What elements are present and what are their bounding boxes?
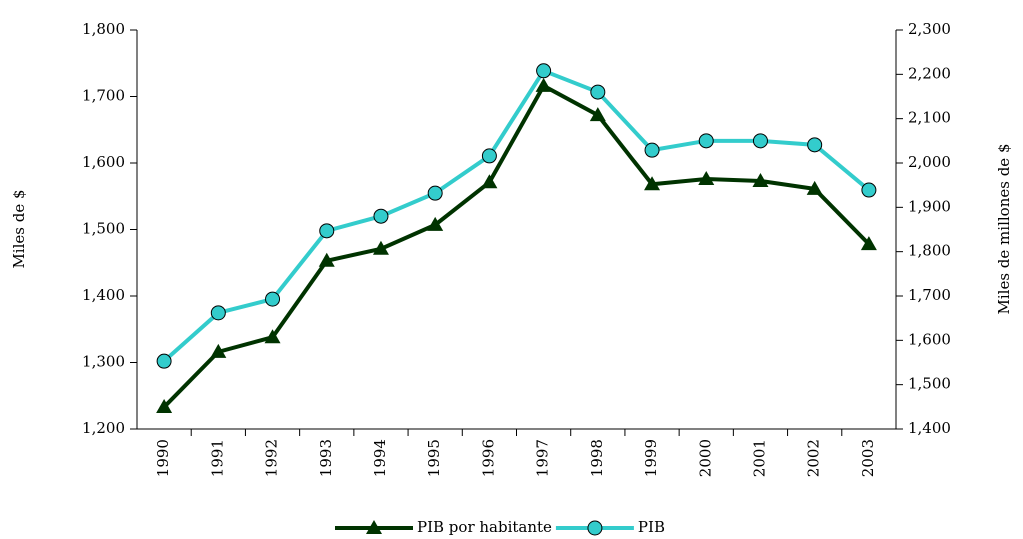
y-tick-label: 1,500 — [82, 220, 125, 238]
point — [373, 208, 389, 224]
x-tick-label: 2001 — [750, 439, 768, 477]
point — [535, 77, 552, 92]
y-axis-title: Miles de $ — [10, 189, 28, 268]
y-tick-label: 1,400 — [82, 286, 125, 304]
point — [644, 142, 660, 158]
point — [807, 137, 823, 153]
legend-label: PIB por habitante — [417, 518, 552, 536]
x-tick-label: 1995 — [425, 439, 443, 477]
point — [481, 148, 497, 164]
point — [806, 180, 823, 195]
point — [210, 343, 227, 358]
legend-marker — [587, 520, 603, 536]
series-line — [162, 68, 871, 363]
x-tick-label: 1998 — [588, 439, 606, 477]
x-tick-label: 1993 — [317, 439, 335, 477]
point — [698, 170, 715, 185]
x-tick-label: 1990 — [154, 439, 172, 477]
y2-axis-title: Miles de millones de $ — [995, 144, 1013, 315]
point — [156, 353, 172, 369]
series-line — [162, 83, 871, 409]
point — [427, 216, 444, 231]
y2-tick-label: 1,700 — [908, 286, 951, 304]
point — [590, 84, 606, 100]
y2-tick-label: 2,100 — [908, 109, 951, 127]
x-tick-label: 2002 — [805, 439, 823, 477]
x-tick-label: 1992 — [263, 439, 281, 477]
y2-tick-label: 1,400 — [908, 419, 951, 437]
legend-marker — [366, 520, 382, 534]
y2-tick-label: 2,200 — [908, 64, 951, 82]
x-tick-label: 1991 — [208, 439, 226, 477]
point — [860, 236, 877, 251]
point — [210, 305, 226, 321]
point — [752, 133, 768, 149]
point — [265, 291, 281, 307]
point — [589, 107, 606, 122]
y-tick-label: 1,200 — [82, 419, 125, 437]
point — [427, 185, 443, 201]
y-tick-label: 1,800 — [82, 20, 125, 38]
x-tick-label: 1999 — [642, 439, 660, 477]
point — [156, 399, 173, 414]
y-tick-label: 1,600 — [82, 153, 125, 171]
y2-tick-label: 1,900 — [908, 197, 951, 215]
point — [861, 182, 877, 198]
point — [698, 133, 714, 149]
point — [264, 329, 281, 344]
y2-tick-label: 1,600 — [908, 330, 951, 348]
x-tick-label: 1996 — [479, 439, 497, 477]
x-tick-label: 2000 — [696, 439, 714, 477]
point — [319, 223, 335, 239]
point — [481, 174, 498, 189]
y2-tick-label: 2,300 — [908, 20, 951, 38]
point — [536, 63, 552, 79]
x-tick-label: 1994 — [371, 439, 389, 477]
y2-tick-label: 1,800 — [908, 242, 951, 260]
y2-tick-label: 1,500 — [908, 375, 951, 393]
legend-label: PIB — [638, 518, 665, 536]
y-tick-label: 1,300 — [82, 353, 125, 371]
point — [752, 172, 769, 187]
y2-tick-label: 2,000 — [908, 153, 951, 171]
point — [644, 176, 661, 191]
x-tick-label: 1997 — [534, 439, 552, 477]
point — [372, 240, 389, 255]
point — [318, 252, 335, 267]
y-tick-label: 1,700 — [82, 87, 125, 105]
x-tick-label: 2003 — [859, 439, 877, 477]
